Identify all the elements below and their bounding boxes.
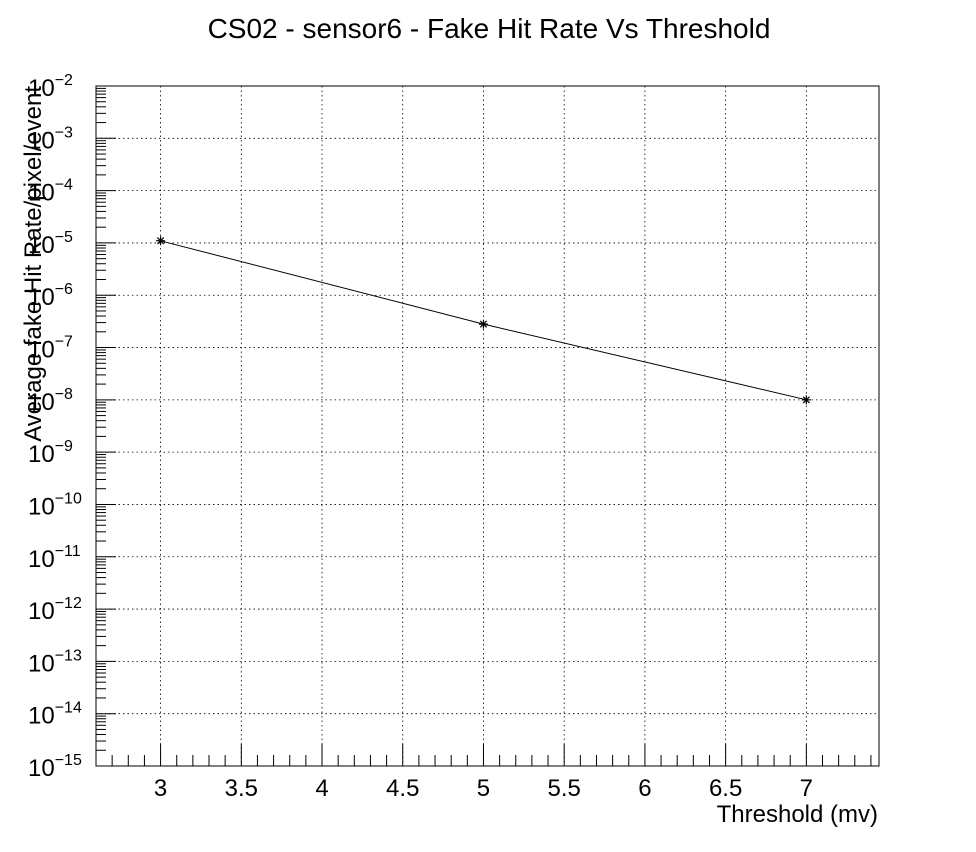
x-tick-label: 7 [800, 775, 813, 802]
x-tick-label: 4.5 [386, 775, 419, 802]
x-tick-label: 3.5 [225, 775, 258, 802]
data-point-stroke [479, 320, 488, 328]
x-tick-labels: 3 3.5 4 4.5 5 5.5 6 6.5 7 [154, 775, 813, 802]
y-tick-label: 10−10 [28, 490, 82, 520]
x-tick-label: 4 [315, 775, 328, 802]
y-tick-labels: 10−2 10−3 10−4 10−5 10−6 10−7 10−8 10−9 10−10 10−… [28, 72, 82, 782]
y-tick-label: 10−11 [28, 543, 81, 573]
y-tick-label: 10−13 [28, 647, 82, 677]
data-point [801, 395, 811, 405]
x-axis-label: Threshold (mv) [717, 801, 878, 828]
x-tick-label: 6.5 [709, 775, 742, 802]
y-tick-label: 10−7 [28, 334, 73, 364]
y-axis-label: Average fake Hit Rate/pixel/event [20, 86, 47, 442]
series-group [156, 236, 811, 405]
x-tick-label: 5.5 [547, 775, 580, 802]
x-tick-label: 3 [154, 775, 167, 802]
plot-frame [95, 85, 880, 767]
y-tick-label: 10−2 [28, 72, 73, 102]
data-point [156, 236, 166, 246]
y-tick-label: 10−9 [28, 438, 73, 468]
grid [96, 85, 879, 767]
x-tick-label: 5 [477, 775, 490, 802]
y-tick-label: 10−3 [28, 124, 73, 154]
axis-ticks [95, 85, 872, 767]
x-tick-label: 6 [638, 775, 651, 802]
chart-title: CS02 - sensor6 - Fake Hit Rate Vs Thresh… [208, 13, 771, 44]
data-point [478, 319, 488, 329]
data-point-stroke [156, 237, 165, 245]
y-tick-label: 10−15 [28, 752, 82, 782]
y-tick-label: 10−8 [28, 386, 73, 416]
y-tick-label: 10−6 [28, 281, 73, 311]
data-point-stroke [802, 396, 810, 404]
y-tick-label: 10−12 [28, 595, 82, 625]
y-tick-label: 10−14 [28, 700, 82, 730]
y-tick-label: 10−5 [28, 229, 73, 259]
y-tick-label: 10−4 [28, 177, 73, 207]
